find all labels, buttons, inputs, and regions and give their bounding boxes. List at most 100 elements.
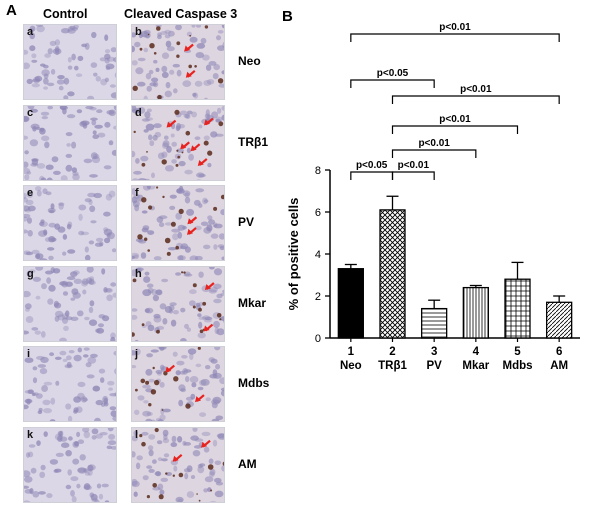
y-tick-label: 0	[315, 333, 321, 345]
significance-bracket	[350, 171, 394, 180]
control-column-header: Control	[43, 7, 88, 21]
micrograph-letter: h	[135, 268, 142, 280]
tissue-image	[132, 25, 224, 99]
micrograph-letter: k	[27, 429, 34, 441]
bar-Mkar	[462, 286, 489, 339]
significance-label: p<0.01	[439, 22, 471, 33]
bar-AM	[546, 301, 573, 339]
tissue-image	[24, 428, 116, 502]
y-axis-title: % of positive cells	[286, 198, 301, 311]
micrograph-c: c	[23, 105, 117, 181]
micrograph-letter: c	[27, 107, 34, 119]
panel-a-label: A	[6, 2, 17, 19]
micrograph-j: j	[131, 346, 225, 422]
bar-Mdbs	[504, 278, 531, 339]
micrograph-h: h	[131, 266, 225, 342]
x-category-name: TRβ1	[378, 360, 407, 372]
row-label-0: Neo	[238, 54, 261, 68]
micrograph-a: a	[23, 24, 117, 100]
row-label-3: Mkar	[238, 296, 267, 310]
micrograph-letter: b	[135, 26, 142, 38]
x-category-name: AM	[550, 360, 568, 372]
tissue-image	[24, 267, 116, 341]
micrograph-i: i	[23, 346, 117, 422]
x-tick-label: 5	[514, 346, 521, 358]
red-arrow-icon	[201, 439, 211, 448]
x-tick-label: 6	[556, 346, 562, 358]
red-arrow-icon	[187, 216, 198, 225]
micrograph-letter: i	[27, 348, 31, 360]
significance-label: p<0.01	[460, 84, 492, 95]
red-arrow-icon	[184, 43, 194, 52]
red-arrow-icon	[180, 141, 190, 150]
bar-TRβ1	[379, 209, 406, 339]
x-category-name: Mdbs	[502, 360, 532, 372]
red-arrow-icon	[194, 394, 205, 403]
significance-bracket	[391, 171, 435, 180]
tissue-image	[132, 106, 224, 180]
tissue-image	[24, 106, 116, 180]
x-tick-label: 2	[389, 346, 395, 358]
bar-Neo	[337, 268, 364, 339]
tissue-image	[24, 347, 116, 421]
significance-label: p<0.05	[377, 68, 409, 79]
significance-bracket	[350, 33, 560, 42]
row-label-2: PV	[238, 215, 255, 229]
bar-chart: 0 2 4 6 8 % of positive cells 1 Neo 2 TRβ1 3 PV 4 Mka…	[286, 22, 580, 372]
cleaved-caspase-column-header: Cleaved Caspase 3	[124, 7, 238, 21]
red-arrow-icon	[186, 227, 197, 235]
row-label-4: Mdbs	[238, 376, 270, 390]
micrograph-f: f	[131, 185, 225, 261]
micrograph-letter: a	[27, 26, 34, 38]
micrograph-l: l	[131, 427, 225, 503]
red-arrow-icon	[204, 282, 215, 290]
significance-bracket	[350, 79, 435, 88]
micrograph-d: d	[131, 105, 225, 181]
red-arrow-icon	[190, 143, 201, 152]
significance-label: p<0.01	[398, 160, 430, 171]
x-category-name: Mkar	[462, 360, 489, 372]
row-label-1: TRβ1	[238, 135, 268, 149]
significance-bracket	[391, 95, 560, 104]
micrograph-k: k	[23, 427, 117, 503]
micrograph-letter: l	[135, 429, 139, 441]
x-category-name: PV	[426, 360, 442, 372]
significance-bracket	[391, 149, 477, 158]
micrograph-letter: d	[135, 107, 142, 119]
red-arrow-icon	[203, 117, 214, 126]
red-arrow-icon	[185, 69, 196, 78]
micrograph-letter: f	[135, 187, 139, 199]
significance-label: p<0.01	[439, 114, 471, 125]
y-tick-label: 4	[315, 249, 321, 261]
red-arrow-icon	[197, 158, 208, 166]
micrograph-letter: j	[135, 348, 139, 360]
row-label-5: AM	[238, 457, 257, 471]
significance-label: p<0.01	[418, 138, 450, 149]
tissue-image	[132, 347, 224, 421]
red-arrow-icon	[203, 323, 214, 332]
tissue-image	[24, 186, 116, 260]
significance-bracket	[391, 125, 519, 134]
red-arrow-icon	[165, 364, 175, 373]
tissue-image	[132, 267, 224, 341]
x-tick-label: 1	[348, 346, 355, 358]
x-tick-label: 4	[473, 346, 480, 358]
micrograph-letter: e	[27, 187, 34, 199]
micrograph-letter: g	[27, 268, 34, 280]
y-tick-label: 8	[315, 165, 321, 177]
y-tick-label: 2	[315, 291, 321, 303]
tissue-image	[132, 186, 224, 260]
micrograph-g: g	[23, 266, 117, 342]
x-category-name: Neo	[340, 360, 362, 372]
x-tick-label: 3	[431, 346, 437, 358]
tissue-image	[24, 25, 116, 99]
tissue-image	[132, 428, 224, 502]
panel-b-label: B	[282, 8, 293, 25]
micrograph-b: b	[131, 24, 225, 100]
significance-label: p<0.05	[356, 160, 388, 171]
micrograph-e: e	[23, 185, 117, 261]
bar-PV	[421, 307, 448, 339]
red-arrow-icon	[172, 453, 183, 462]
y-tick-label: 6	[315, 207, 321, 219]
red-arrow-icon	[166, 119, 177, 128]
